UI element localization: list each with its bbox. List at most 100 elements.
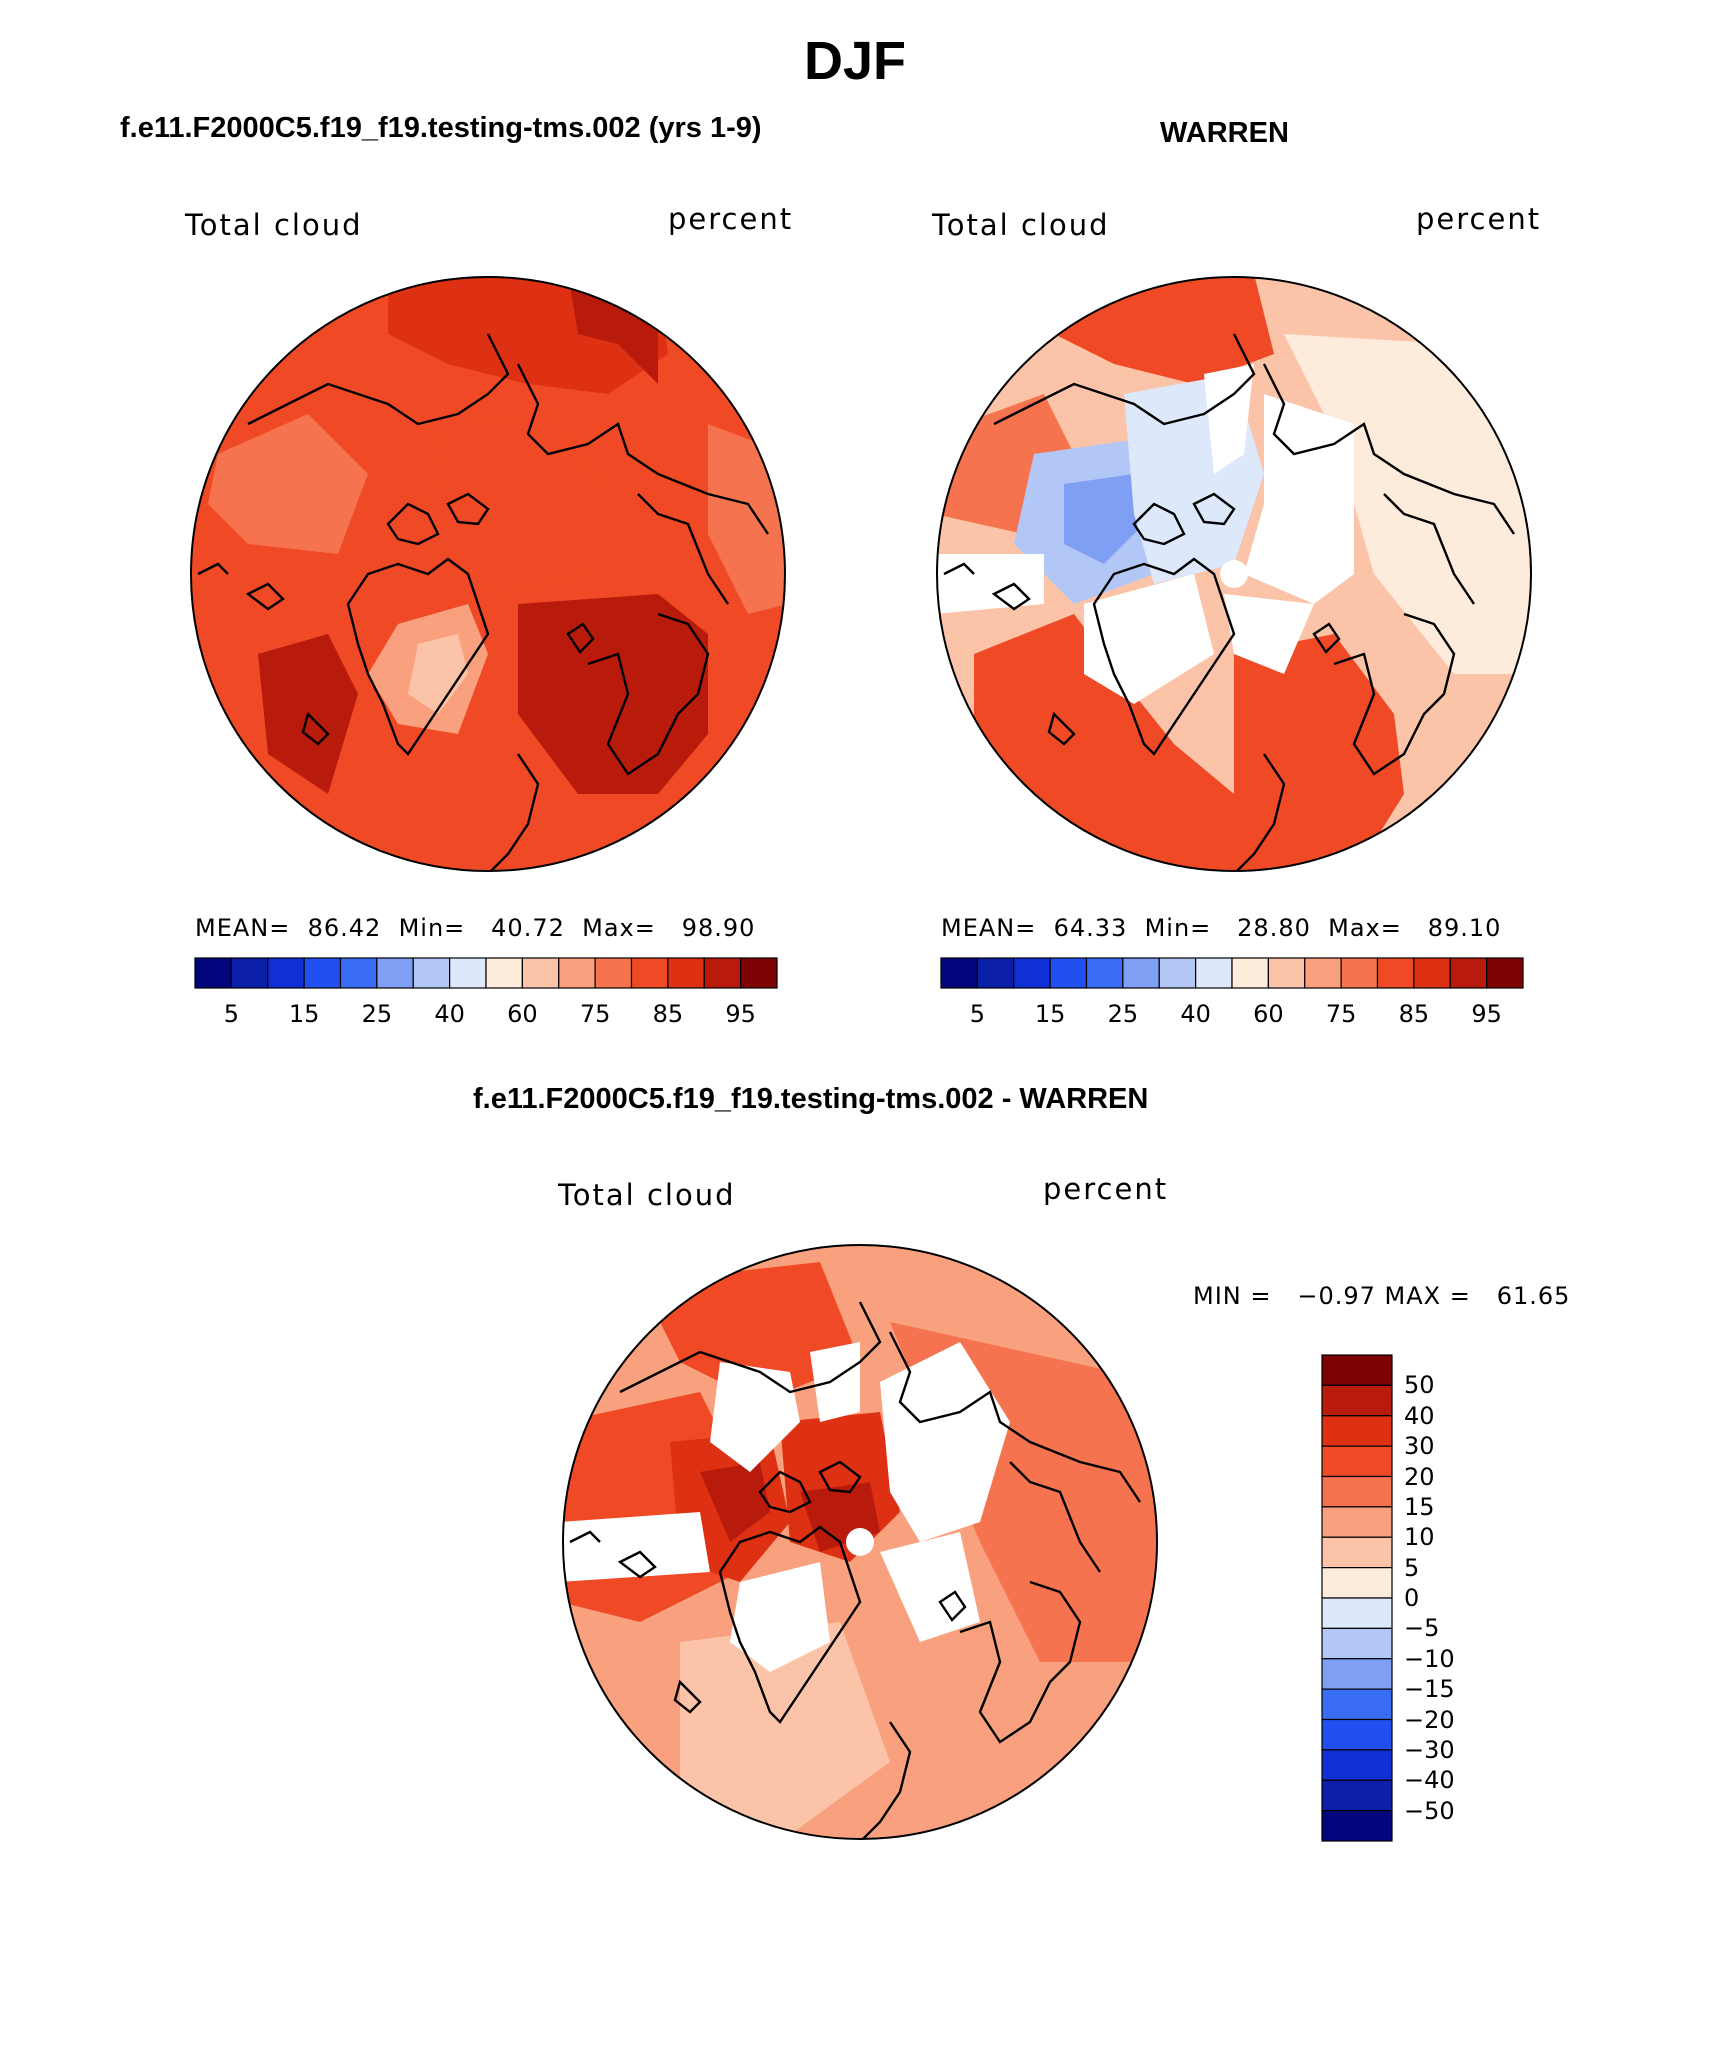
difference-map-border: [562, 1244, 1158, 1840]
panel-model-coastlines: [197, 333, 769, 871]
difference-field-missing-3: [880, 1342, 1010, 1542]
colorbar-tick-label: 95: [1471, 1000, 1502, 1028]
colorbar-box: [558, 957, 596, 989]
colorbar-box: [1321, 1749, 1393, 1781]
colorbar-tick-label: −15: [1404, 1675, 1455, 1704]
colorbar-box: [1321, 1567, 1393, 1599]
colorbar-tick-label: 15: [1034, 1000, 1066, 1028]
difference-header: f.e11.F2000C5.f19_f19.testing-tms.002 - …: [473, 1083, 1149, 1115]
panel-obs-field-missing-3: [937, 554, 1044, 614]
colorbar-box: [1321, 1718, 1393, 1751]
difference-coastlines: [569, 1301, 1141, 1839]
colorbar-box: [1122, 957, 1160, 989]
colorbar-box: [1449, 957, 1488, 989]
colorbar-box: [940, 957, 978, 989]
colorbar-box: [1195, 957, 1233, 989]
difference-field-northwest: [640, 1262, 860, 1402]
colorbar-box: [976, 957, 1015, 989]
panel-model-colorbar: [194, 957, 778, 989]
colorbar-tick-label: 40: [1404, 1401, 1435, 1430]
panel-obs-colorbar: [940, 957, 1524, 989]
difference-field-missing-1: [710, 1362, 800, 1472]
panel-obs-header: WARREN: [1160, 117, 1289, 149]
colorbar-tick-label: 5: [1404, 1553, 1420, 1582]
colorbar-box: [1321, 1445, 1393, 1478]
colorbar-box: [449, 957, 487, 989]
difference-colorbar: [1321, 1354, 1393, 1842]
panel-obs-field-missing-1: [1204, 364, 1254, 474]
colorbar-tick-label: −30: [1404, 1735, 1455, 1764]
colorbar-box: [1321, 1415, 1393, 1447]
colorbar-tick-label: 15: [1404, 1492, 1435, 1521]
colorbar-tick-label: 75: [579, 1000, 611, 1028]
colorbar-box: [1321, 1658, 1393, 1690]
colorbar-box: [1049, 957, 1088, 989]
difference-units-label: percent: [1043, 1172, 1169, 1206]
colorbar-tick-label: 50: [1404, 1371, 1435, 1400]
colorbar-tick-label: 85: [1398, 1000, 1430, 1028]
panel-model-field-high-atlantic: [518, 594, 708, 794]
colorbar-box: [194, 957, 232, 989]
colorbar-box: [1321, 1779, 1393, 1812]
panel-model-stats: MEAN= 86.42 Min= 40.72 Max= 98.90: [195, 914, 756, 942]
colorbar-box: [521, 957, 560, 989]
panel-obs-units-label: percent: [1416, 202, 1542, 236]
colorbar-box: [1340, 957, 1379, 989]
colorbar-box: [1321, 1475, 1393, 1508]
colorbar-tick-label: 0: [1404, 1584, 1420, 1612]
colorbar-box: [1158, 957, 1197, 989]
colorbar-tick-label: 60: [1253, 1000, 1284, 1028]
panel-model-field-mid-arctic: [428, 414, 608, 594]
difference-field-missing-4: [563, 1512, 710, 1582]
colorbar-box: [412, 957, 451, 989]
colorbar-tick-label: 95: [725, 1000, 756, 1028]
figure-title: DJF: [803, 31, 906, 91]
difference-field-south: [680, 1622, 890, 1839]
panel-obs-map-border: [936, 276, 1532, 872]
colorbar-tick-label: 20: [1404, 1462, 1435, 1491]
panel-model-field-mid-west: [208, 414, 368, 554]
panel-model-map-border: [190, 276, 786, 872]
colorbar-box: [1486, 957, 1524, 989]
colorbar-box: [703, 957, 742, 989]
colorbar-box: [1413, 957, 1451, 989]
panel-model-map: [190, 276, 786, 872]
colorbar-tick-label: 5: [223, 1000, 240, 1028]
colorbar-tick-label: −50: [1404, 1796, 1455, 1825]
colorbar-tick-label: −10: [1404, 1644, 1455, 1673]
colorbar-box: [1304, 957, 1342, 989]
colorbar-box: [339, 957, 378, 989]
colorbar-box: [1321, 1384, 1393, 1417]
colorbar-tick-label: 60: [507, 1000, 538, 1028]
colorbar-box: [267, 957, 305, 989]
colorbar-box: [667, 957, 705, 989]
difference-minmax: MIN = −0.97 MAX = 61.65: [1193, 1282, 1571, 1310]
colorbar-tick-label: −40: [1404, 1766, 1455, 1795]
colorbar-tick-label: 40: [434, 1000, 465, 1028]
panel-obs-field-missing-4: [1084, 574, 1214, 704]
difference-map: [562, 1244, 1158, 1840]
colorbar-tick-label: 75: [1325, 1000, 1357, 1028]
panel-model-field-low-greenland-core: [408, 634, 468, 714]
colorbar-tick-label: 40: [1180, 1000, 1211, 1028]
colorbar-tick-label: 25: [1107, 1000, 1139, 1028]
panel-obs-stats: MEAN= 64.33 Min= 28.80 Max= 89.10: [941, 914, 1502, 942]
colorbar-tick-label: 15: [288, 1000, 320, 1028]
panel-obs-field-blue-canada-core: [1064, 474, 1144, 564]
difference-field-missing-5: [730, 1562, 830, 1672]
panel-obs-variable-label: Total cloud: [932, 208, 1110, 242]
colorbar-box: [1321, 1597, 1393, 1629]
panel-obs-map: [936, 276, 1532, 872]
panel-model-units-label: percent: [668, 202, 794, 236]
colorbar-tick-label: 10: [1404, 1523, 1435, 1552]
panel-obs-pole-hole: [1220, 560, 1248, 588]
difference-field-missing-6: [880, 1532, 980, 1642]
colorbar-tick-label: 25: [361, 1000, 393, 1028]
panel-obs-coastlines: [943, 333, 1515, 871]
difference-variable-label: Total cloud: [558, 1178, 736, 1212]
colorbar-box: [303, 957, 342, 989]
colorbar-tick-label: −5: [1404, 1614, 1440, 1643]
colorbar-box: [1013, 957, 1051, 989]
colorbar-box: [594, 957, 633, 989]
colorbar-box: [1321, 1688, 1393, 1721]
